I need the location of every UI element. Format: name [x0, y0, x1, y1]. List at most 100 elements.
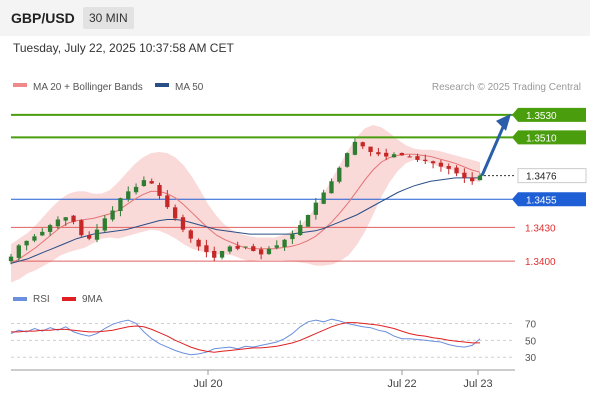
candle-body: [391, 154, 397, 158]
candle-body: [290, 234, 295, 240]
x-tick-label: Jul 22: [387, 378, 416, 390]
candle-body: [24, 240, 29, 246]
ma20-legend-label: MA 20 + Bollinger Bands: [33, 82, 143, 93]
candle-body: [305, 215, 311, 227]
rsi-ma9-line: [11, 322, 480, 353]
timeframe-button[interactable]: 30 MIN: [83, 7, 134, 29]
candle-body: [204, 245, 209, 253]
level-tag-1.3510: [518, 130, 586, 145]
candle-body: [274, 245, 279, 248]
candle-body: [219, 251, 225, 258]
candle-body: [8, 256, 14, 262]
candle-body: [47, 225, 53, 232]
candle-body: [313, 202, 318, 215]
candle-body: [329, 181, 334, 194]
candle-body: [157, 185, 162, 196]
candle-body: [251, 246, 256, 251]
candle-body: [298, 225, 303, 236]
header-bar: GBP/USD 30 MIN: [0, 0, 590, 36]
candle-body: [399, 152, 404, 156]
candle-body: [266, 248, 272, 255]
candle-body: [243, 246, 248, 248]
rsi-line: [10, 318, 481, 356]
overlay-layer: [480, 113, 511, 177]
candle-body: [126, 191, 131, 200]
candle-body: [141, 180, 147, 187]
level-tag-1.3530: [518, 107, 586, 122]
rsi-legend-swatch: [13, 297, 27, 301]
candle-body: [110, 210, 115, 220]
bollinger-band-layer: [11, 125, 480, 283]
ma9-legend-swatch: [62, 297, 76, 301]
ma9-legend-label: 9MA: [82, 294, 103, 305]
candle-body: [32, 236, 37, 241]
x-tick-label: Jul 23: [463, 378, 492, 390]
candle-body: [258, 249, 264, 255]
candle-body: [63, 217, 68, 221]
candle-body: [71, 215, 76, 222]
level-tag-pointer-1.3510: [512, 130, 518, 145]
ma20-legend-swatch: [13, 83, 27, 87]
candle-body: [282, 239, 287, 247]
current-price-tag: [517, 168, 587, 184]
candle-body: [477, 175, 483, 181]
current-price-label: 1.3476: [526, 172, 557, 183]
candle-body: [118, 198, 123, 212]
candle-body: [384, 152, 389, 157]
ma50-legend-swatch: [155, 83, 169, 87]
candle-body: [360, 142, 365, 147]
rsi-tick-30: 30: [525, 353, 537, 364]
candle-body: [454, 167, 459, 174]
candle-body: [337, 167, 342, 182]
timestamp: Tuesday, July 22, 2025 10:37:58 AM CET: [13, 41, 234, 55]
candle-body: [352, 141, 358, 155]
rsi-panel: 70 50 30: [10, 318, 537, 364]
candle-body: [415, 156, 420, 160]
candle-body: [344, 153, 350, 167]
level-tag-pointer-1.3455: [512, 192, 518, 207]
candle-body: [462, 172, 467, 178]
level-label-1.3400: 1.3400: [525, 257, 556, 268]
rsi-tick-50: 50: [525, 336, 537, 347]
candle-body: [94, 229, 100, 240]
candle-body: [430, 161, 436, 164]
candle-body: [423, 159, 428, 161]
credit-text: Research © 2025 Trading Central: [432, 82, 581, 93]
candle-body: [149, 181, 154, 184]
projection-arrow-shaft: [480, 124, 506, 177]
candle-body: [368, 146, 373, 152]
candle-body: [79, 220, 84, 236]
rsi-tick-70: 70: [525, 319, 537, 330]
candle-body: [40, 231, 45, 236]
x-tick-label: Jul 20: [193, 378, 222, 390]
candle-body: [438, 162, 444, 167]
candle-body: [102, 218, 107, 231]
candle-body: [235, 245, 240, 249]
level-label-1.3430: 1.3430: [525, 223, 556, 234]
candle-body: [321, 192, 326, 204]
projection-arrow-head: [496, 113, 511, 131]
candle-body: [180, 217, 186, 230]
rsi-legend-label: RSI: [33, 294, 50, 305]
candle-body: [188, 230, 193, 239]
candle-body: [446, 166, 451, 169]
level-tag-1.3455: [518, 192, 586, 207]
candle-body: [376, 152, 381, 155]
candle-body: [55, 219, 61, 227]
candle-body: [196, 239, 201, 247]
ma50-legend-label: MA 50: [175, 82, 204, 93]
level-tag-pointer-1.3530: [512, 107, 518, 122]
candle-body: [87, 235, 92, 239]
candle-body: [470, 177, 475, 182]
currency-pair-title: GBP/USD: [11, 10, 75, 26]
candle-body: [16, 245, 21, 258]
level-lines-layer: [11, 113, 515, 262]
level-labels-layer: 1.3530 1.3510 1.3455 1.3430 1.3400 1.3476: [512, 107, 587, 268]
level-label-1.3530: 1.3530: [526, 111, 557, 122]
candle-body: [212, 250, 217, 258]
level-label-1.3455: 1.3455: [526, 195, 557, 206]
candle-body: [407, 156, 412, 158]
level-label-1.3510: 1.3510: [526, 133, 557, 144]
